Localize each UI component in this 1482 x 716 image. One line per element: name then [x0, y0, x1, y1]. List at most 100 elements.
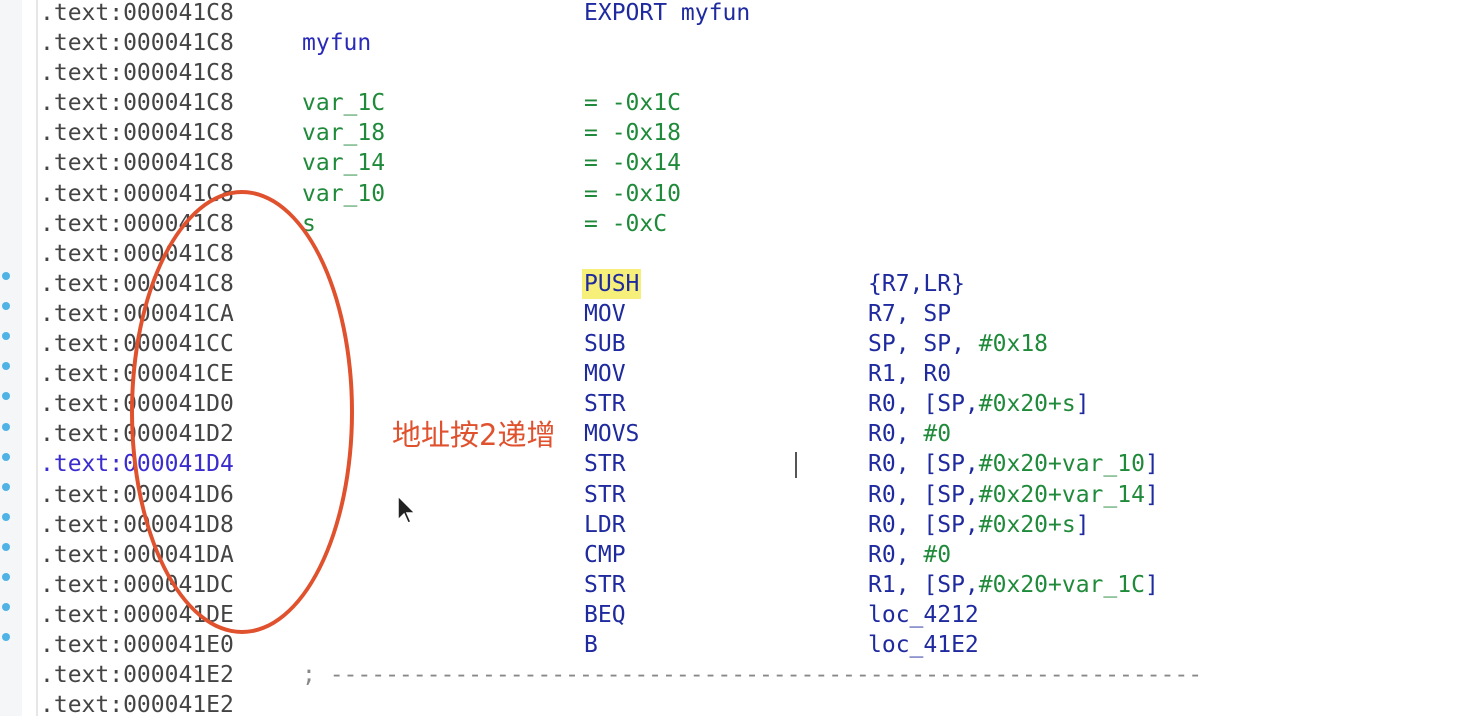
text-cursor [795, 452, 797, 478]
row-mnemonic[interactable]: LDR [584, 511, 626, 538]
operand-part: SP, SP, [868, 331, 979, 358]
row-mnemonic[interactable]: B [584, 631, 598, 658]
operand-part: R0, [SP, [868, 511, 979, 538]
row-operands[interactable]: loc_41E2 [868, 630, 979, 660]
row-address[interactable]: .text:000041C8 [40, 90, 234, 117]
gutter-marker[interactable] [2, 362, 10, 371]
operand-part: #0 [923, 421, 952, 448]
row-mnemonic[interactable]: = -0x10 [584, 180, 681, 207]
operand-part: loc_4212 [868, 601, 979, 628]
listing-row[interactable]: .text:000041C8 EXPORT myfun [0, 0, 1482, 28]
row-operands[interactable]: R0, #0 [868, 419, 951, 449]
operand-part: R0, [SP, [868, 391, 979, 418]
row-operands[interactable]: R0, [SP,#0x20+var_10] [868, 449, 1159, 479]
gutter-marker[interactable] [2, 482, 10, 491]
row-operands[interactable]: R0, [SP,#0x20+s] [868, 389, 1090, 419]
gutter-marker[interactable] [2, 302, 10, 311]
operand-part: #0x20+var_1C [978, 571, 1145, 598]
row-mnemonic[interactable]: MOV [584, 300, 626, 327]
row-address[interactable]: .text:000041C8 [40, 60, 234, 87]
row-mnemonic[interactable]: = -0x18 [584, 120, 681, 147]
row-mnemonic[interactable]: STR [584, 571, 626, 598]
gutter-marker[interactable] [2, 542, 10, 551]
row-address[interactable]: .text:000041C8 [40, 30, 234, 57]
annotation-ellipse [130, 190, 354, 634]
operand-part: #0x20+var_14 [978, 481, 1145, 508]
listing-row[interactable]: .text:000041E2 [0, 690, 1482, 716]
row-mnemonic[interactable]: EXPORT myfun [584, 0, 751, 26]
row-address[interactable]: .text:000041E2 [40, 662, 234, 689]
row-mnemonic[interactable]: CMP [584, 541, 626, 568]
listing-row[interactable]: .text:000041C8 var_1C = -0x1C [0, 88, 1482, 118]
operand-part: R0, [868, 541, 924, 568]
gutter-marker[interactable] [2, 392, 10, 401]
operand-part: loc_41E2 [868, 631, 979, 658]
row-address[interactable]: .text:000041C8 [40, 120, 234, 147]
annotation-text: 地址按2递增 [392, 418, 556, 452]
listing-row[interactable]: .text:000041C8 [0, 58, 1482, 88]
breakpoint-gutter[interactable] [0, 0, 22, 716]
row-label[interactable]: myfun [302, 30, 372, 57]
row-mnemonic[interactable]: MOV [584, 361, 626, 388]
row-mnemonic[interactable]: = -0x14 [584, 150, 681, 177]
listing-row[interactable]: .text:000041C8 myfun [0, 28, 1482, 58]
operand-part: {R7,LR} [868, 270, 965, 297]
operand-part: R1, [SP, [868, 571, 979, 598]
operand-part: #0x20+s [978, 511, 1076, 538]
gutter-marker[interactable] [2, 452, 10, 461]
gutter-marker[interactable] [2, 512, 10, 521]
row-label[interactable]: var_10 [302, 180, 386, 207]
row-operands[interactable]: R7, SP [868, 299, 951, 329]
mouse-pointer-icon [397, 494, 416, 524]
row-mnemonic[interactable]: STR [584, 391, 626, 418]
row-separator-comment: ; --------------------------------------… [302, 662, 1203, 689]
listing-row[interactable]: .text:000041C8 var_18 = -0x18 [0, 118, 1482, 148]
row-address[interactable]: .text:000041C8 [40, 180, 234, 207]
listing-row[interactable]: .text:000041C8 var_14 = -0x14 [0, 148, 1482, 178]
row-address[interactable]: .text:000041E0 [40, 631, 234, 658]
operand-part: ] [1144, 481, 1159, 508]
row-operands[interactable]: R0, [SP,#0x20+var_14] [868, 480, 1159, 510]
row-operands[interactable]: SP, SP, #0x18 [868, 329, 1048, 359]
row-mnemonic[interactable]: BEQ [584, 601, 626, 628]
row-operands[interactable]: R1, R0 [868, 359, 951, 389]
row-operands[interactable]: R1, [SP,#0x20+var_1C] [868, 570, 1159, 600]
gutter-marker[interactable] [2, 422, 10, 431]
listing-row[interactable]: .text:000041C8 var_10 = -0x10 [0, 179, 1482, 209]
operand-part: #0x18 [978, 331, 1049, 358]
row-mnemonic[interactable]: STR [584, 451, 626, 478]
row-operands[interactable]: R0, #0 [868, 540, 951, 570]
operand-part: ] [1075, 511, 1090, 538]
gutter-marker[interactable] [2, 332, 10, 341]
row-address[interactable]: .text:000041C8 [40, 0, 234, 26]
operand-part: R0, [SP, [868, 451, 979, 478]
row-address[interactable]: .text:000041E2 [40, 692, 234, 716]
operand-part: ] [1075, 391, 1090, 418]
row-mnemonic[interactable]: MOVS [584, 421, 640, 448]
row-mnemonic[interactable]: STR [584, 481, 626, 508]
row-operands[interactable]: {R7,LR} [868, 269, 965, 299]
row-mnemonic[interactable]: = -0x1C [584, 90, 681, 117]
gutter-marker[interactable] [2, 603, 10, 612]
gutter-marker[interactable] [2, 573, 10, 581]
operand-part: R0, [868, 421, 924, 448]
row-mnemonic[interactable]: = -0xC [584, 210, 668, 237]
gutter-marker[interactable] [2, 272, 10, 280]
gutter-marker[interactable] [2, 633, 10, 642]
row-address[interactable]: .text:000041C8 [40, 150, 234, 177]
operand-part: #0 [923, 541, 952, 568]
row-operands[interactable]: loc_4212 [868, 600, 979, 630]
listing-row[interactable]: .text:000041E2 ; ------------------------… [0, 660, 1482, 690]
row-operands[interactable]: R0, [SP,#0x20+s] [868, 510, 1090, 540]
operand-part: ] [1144, 571, 1159, 598]
operand-part: #0x20+s [978, 391, 1076, 418]
row-mnemonic[interactable]: PUSH [582, 268, 642, 299]
row-label[interactable]: var_18 [302, 120, 386, 147]
gutter-divider [36, 0, 38, 716]
row-label[interactable]: var_1C [302, 90, 386, 117]
operand-part: #0x20+var_10 [978, 451, 1145, 478]
row-mnemonic[interactable]: SUB [584, 331, 626, 358]
row-label[interactable]: var_14 [302, 150, 386, 177]
